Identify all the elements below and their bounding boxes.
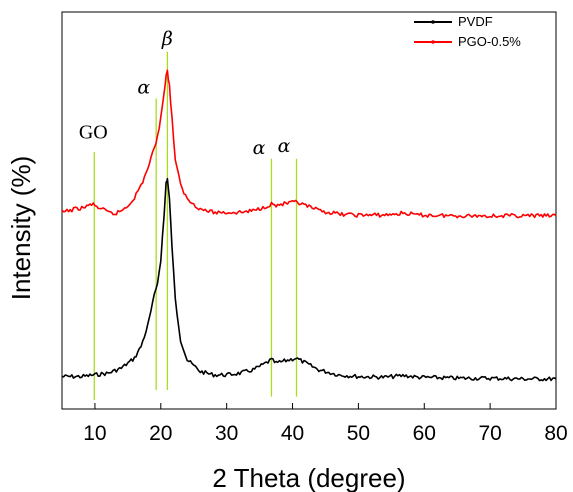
peak-label-3: α [253,137,266,159]
x-tick-label-3: 40 [281,422,304,445]
peak-label-1: α [137,76,150,98]
y-axis-title: Intensity (%) [6,156,36,301]
peak-label-0: GO [79,122,108,144]
data-series [61,69,557,382]
x-tick-label-4: 50 [347,422,370,445]
peak-label-2: β [161,28,173,50]
plot-frame [61,11,557,410]
peak-label-4: α [278,135,291,157]
x-tick-label-5: 60 [413,422,436,445]
series-line-0 [61,177,557,382]
legend-marker-0 [431,20,435,24]
x-tick-label-2: 30 [215,422,238,445]
legend-marker-1 [431,40,435,44]
x-axis-ticks: 10 20 30 40 50 60 70 80 [83,403,568,445]
legend: PVDF PGO-0.5% [414,14,521,49]
legend-label-1: PGO-0.5% [458,34,521,49]
x-tick-label-7: 80 [544,422,567,445]
x-tick-label-6: 70 [478,422,501,445]
x-axis-title: 2 Theta (degree) [212,463,405,492]
series-line-1 [61,69,557,219]
legend-label-0: PVDF [458,14,493,29]
x-tick-label-0: 10 [83,422,106,445]
x-tick-label-1: 20 [149,422,172,445]
